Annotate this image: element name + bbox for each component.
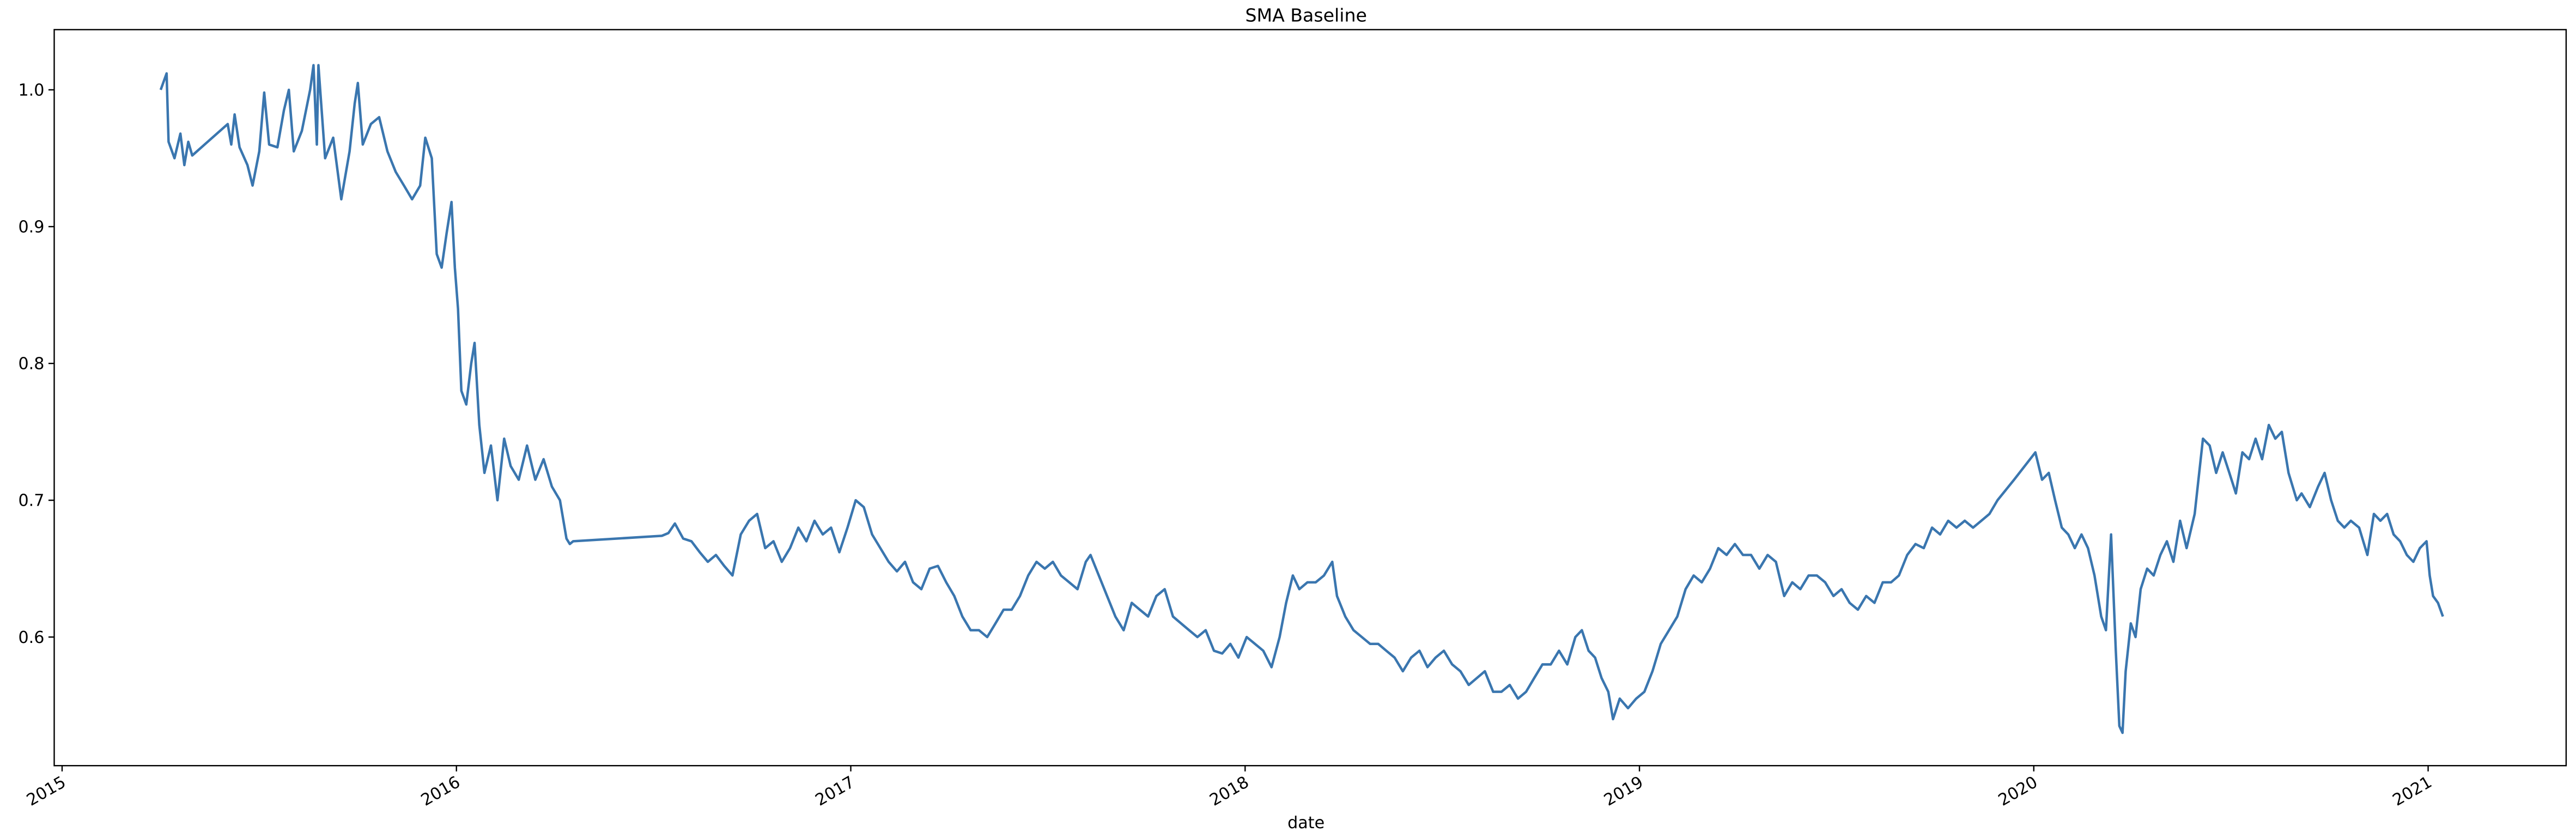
x-axis-label: date (1287, 813, 1325, 833)
y-tick-label: 0.7 (18, 491, 44, 511)
data-line (159, 64, 2444, 734)
y-tick-label: 0.6 (18, 628, 44, 647)
plot-frame (53, 29, 2567, 767)
y-tick-label: 1.0 (18, 81, 44, 100)
chart-title: SMA Baseline (1245, 4, 1366, 26)
y-tick-label: 0.9 (18, 217, 44, 236)
y-tick-label: 0.8 (18, 355, 44, 374)
